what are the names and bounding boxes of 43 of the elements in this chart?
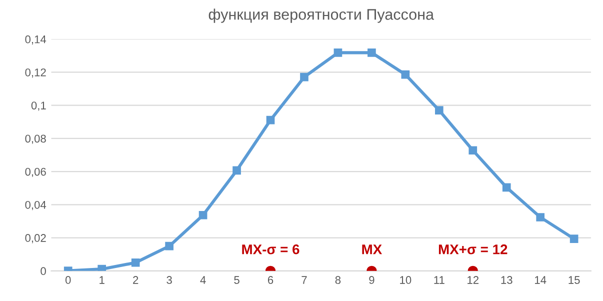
point (232, 166, 241, 175)
annotation: MX+σ = 12 (438, 244, 508, 254)
x-tick-label: 14 (535, 276, 546, 284)
point (334, 48, 342, 57)
x-tick-label: 2 (133, 276, 138, 284)
point (502, 183, 511, 192)
x-tick-label: 11 (434, 276, 444, 284)
x-tick-label: 8 (335, 276, 341, 284)
point (266, 116, 275, 124)
x-tick-label: 13 (501, 276, 512, 284)
y-tick-label: 0 (40, 267, 46, 276)
x-tick-label: 15 (568, 276, 580, 284)
y-tick-label: 0,14 (25, 35, 46, 45)
point (434, 106, 444, 114)
x-tick-label: 6 (268, 276, 274, 284)
x-tick-label: 5 (234, 276, 240, 284)
x-tick-label: 3 (166, 276, 172, 284)
point (165, 242, 174, 250)
annotation: MX (362, 244, 382, 254)
x-tick-label: 4 (200, 276, 206, 284)
x-tick-label: 1 (100, 276, 104, 284)
point (131, 258, 140, 267)
annotation: MX-σ = 6 (242, 244, 300, 254)
chart-title: функция вероятности Пуассона (208, 8, 434, 23)
point (98, 264, 106, 271)
x-tick-label: 7 (302, 276, 307, 284)
point (198, 210, 208, 220)
y-tick-label: 0,1 (31, 102, 46, 111)
point (536, 213, 545, 222)
point (401, 70, 410, 79)
point (570, 234, 578, 243)
x-tick-label: 12 (468, 276, 479, 284)
y-tick-label: 0,02 (25, 234, 46, 244)
y-tick-label: 0,06 (25, 168, 46, 178)
y-tick-label: 0,12 (25, 68, 46, 78)
y-tick-label: 0,04 (25, 200, 46, 210)
x-tick-label: 9 (369, 276, 374, 284)
point (368, 48, 376, 57)
y-tick-label: 0,08 (25, 134, 46, 144)
point (468, 146, 478, 155)
point (300, 72, 308, 82)
x-tick-label: 0 (65, 276, 71, 284)
x-tick-label: 10 (400, 276, 412, 284)
